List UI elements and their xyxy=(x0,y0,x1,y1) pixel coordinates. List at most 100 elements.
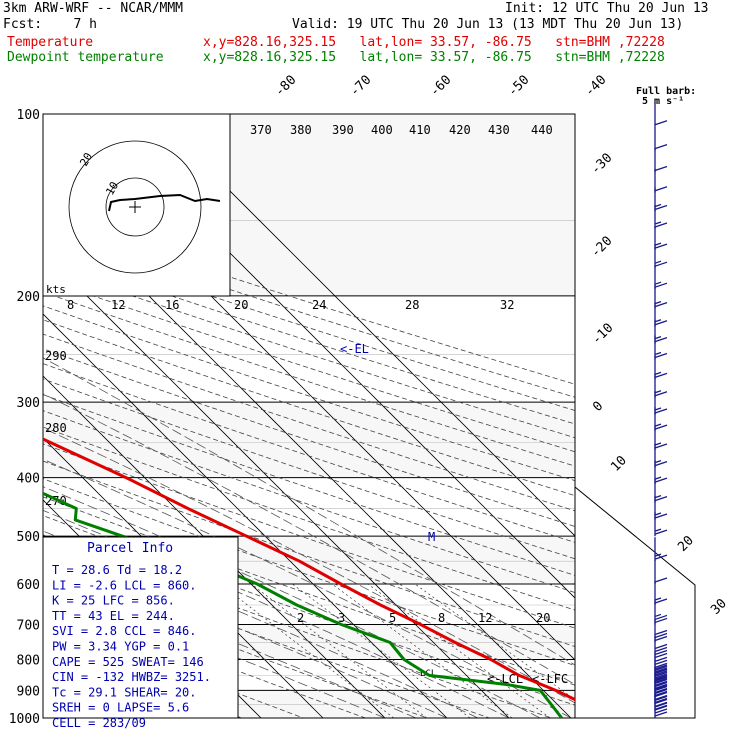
theta-label: 430 xyxy=(488,123,510,137)
hodograph-speed-label: 20 xyxy=(234,298,248,312)
wind-barb-flag xyxy=(654,614,668,621)
wind-barb-flag xyxy=(654,635,668,642)
wind-barb-flag xyxy=(654,697,668,704)
wind-barb-flag xyxy=(654,664,668,670)
wind-barb-flag xyxy=(654,577,668,583)
wind-barb-flag xyxy=(654,261,668,267)
parcel-info-box xyxy=(42,536,239,719)
pressure-tick-label: 1000 xyxy=(9,712,40,727)
pressure-tick-label: 100 xyxy=(17,108,40,123)
dry-adiabat-line xyxy=(43,305,575,482)
wind-barb-flag xyxy=(654,617,668,624)
wind-barb-flag xyxy=(654,685,668,692)
wind-barb-flag xyxy=(654,694,668,701)
wind-barb-half-flag xyxy=(654,442,662,446)
parcel-info-row: SREH = 0 LAPSE= 5.6 xyxy=(52,701,189,715)
wind-barb-flag xyxy=(654,665,668,671)
dry-adiabat-line xyxy=(43,426,575,611)
wind-barb-flag xyxy=(654,681,668,688)
hodograph-speed-unit: kts xyxy=(46,283,66,296)
wind-barb-flag xyxy=(654,477,668,483)
hodograph-speed-label: 28 xyxy=(405,298,419,312)
wind-barb-half-flag xyxy=(654,260,662,264)
wind-barb-flag xyxy=(654,443,668,449)
wind-barb-half-flag xyxy=(654,203,662,208)
wind-barb-flag xyxy=(654,659,668,665)
isotherm-label: 20 xyxy=(675,533,697,555)
isotherm-label: 30 xyxy=(708,596,730,618)
wind-barb-half-flag xyxy=(654,407,662,411)
pressure-tick-label: 500 xyxy=(17,530,40,545)
dry-adiabat-line xyxy=(43,443,575,629)
wind-barb-half-flag xyxy=(654,476,662,480)
mixing-ratio-line xyxy=(220,583,395,718)
wind-barb-flag xyxy=(654,678,668,685)
wind-barb-flag xyxy=(654,337,668,343)
isotherm-label: -40 xyxy=(582,73,609,100)
hodograph-ring-label: 20 xyxy=(77,151,95,169)
wind-barb-flag xyxy=(654,496,668,502)
wind-barb-flag xyxy=(654,144,668,150)
wind-barb-half-flag xyxy=(654,336,662,340)
wind-barb-half-flag xyxy=(654,390,662,394)
wind-barb-flag xyxy=(654,282,668,288)
wind-barb-flag xyxy=(654,684,668,691)
isotherm-label: -20 xyxy=(588,234,615,261)
wind-barb-half-flag xyxy=(654,512,662,516)
hodograph-speed-label: 24 xyxy=(312,298,326,312)
wind-barb-flag xyxy=(654,243,668,249)
hodograph-speed-label: 16 xyxy=(165,298,179,312)
dry-adiabat-line xyxy=(43,291,575,467)
parcel-info-row: K = 25 LFC = 856. xyxy=(52,594,175,608)
forecast-hour: Fcst: 7 h xyxy=(3,17,97,32)
wind-barb-flag xyxy=(654,649,668,656)
wind-barb-flag xyxy=(654,673,668,679)
wind-barb-flag xyxy=(654,662,668,668)
hodograph-speed-label: 32 xyxy=(500,298,514,312)
lfc-marker: <-LFC xyxy=(532,672,568,686)
parcel-info-row: SVI = 2.8 CCL = 846. xyxy=(52,624,197,638)
wind-barb-flag xyxy=(654,674,668,680)
parcel-info-row: CAPE = 525 SWEAT= 146 xyxy=(52,655,204,669)
wind-barb-flag xyxy=(654,643,668,650)
dewpoint-location: x,y=828.16,325.15 lat,lon= 33.57, -86.75… xyxy=(203,50,665,65)
mixing-ratio-line xyxy=(292,583,471,718)
wind-barb-flag xyxy=(654,656,668,662)
temperature-location: x,y=828.16,325.15 lat,lon= 33.57, -86.75… xyxy=(203,35,665,50)
wind-barb-half-flag xyxy=(654,281,662,285)
parcel-info-row: LI = -2.6 LCL = 860. xyxy=(52,578,197,592)
wind-barb-half-flag xyxy=(654,597,662,601)
dry-adiabat-line xyxy=(43,265,575,439)
pressure-tick-label: 600 xyxy=(17,578,40,593)
wind-barb-flag xyxy=(654,670,668,676)
theta-label: 390 xyxy=(332,123,354,137)
wind-barb-half-flag xyxy=(654,221,662,225)
parcel-info-row: PW = 3.34 YGP = 0.1 xyxy=(52,640,189,654)
wind-barb-flag xyxy=(654,687,668,694)
parcel-info-title: Parcel Info xyxy=(87,541,173,556)
dry-adiabat-line xyxy=(43,252,575,425)
barb-legend-unit: 5 m s⁻¹ xyxy=(642,96,684,107)
dry-adiabat-line xyxy=(43,595,366,718)
mixing-ratio-line xyxy=(251,583,427,718)
wind-barb-half-flag xyxy=(654,528,662,532)
wind-barb-flag xyxy=(654,688,668,695)
isotherm-line xyxy=(152,114,575,537)
theta-label: 400 xyxy=(371,123,393,137)
dry-adiabat-line xyxy=(43,394,575,576)
wind-barb-half-flag xyxy=(654,319,662,323)
isotherm-label: -60 xyxy=(427,73,454,100)
mixing-ratio-label: 12 xyxy=(478,611,492,625)
moist-adiabat-line xyxy=(43,530,479,718)
wind-barb-flag xyxy=(654,708,668,714)
init-time: Init: 12 UTC Thu 20 Jun 13 xyxy=(505,1,709,16)
dry-adiabat-line xyxy=(43,278,575,453)
wind-barb-flag xyxy=(654,690,668,697)
wind-barb-flag xyxy=(654,408,668,414)
theta-label: 440 xyxy=(531,123,553,137)
mixing-ratio-label: 8 xyxy=(438,611,445,625)
hodograph-box xyxy=(42,113,231,297)
wind-barb-flag xyxy=(654,424,668,430)
hodograph-ring-label: 10 xyxy=(103,180,121,198)
mixing-ratio-label: 5 xyxy=(389,611,396,625)
